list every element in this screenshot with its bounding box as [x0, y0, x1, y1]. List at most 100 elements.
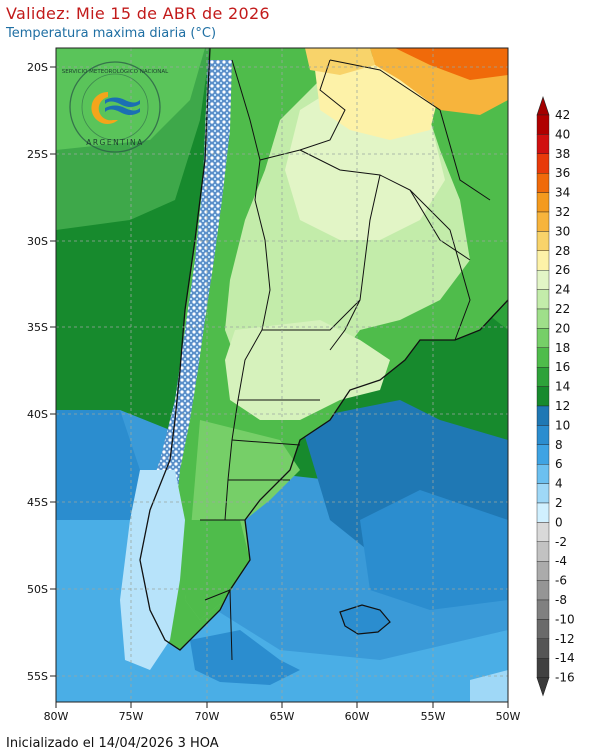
map-plot-area — [56, 48, 508, 702]
colorbar-label: 24 — [555, 283, 570, 297]
lon-label: 70W — [195, 710, 220, 723]
colorbar-swatch — [536, 192, 550, 213]
colorbar-label: 8 — [555, 438, 563, 452]
logo-country-text: ARGENTINA — [86, 138, 144, 147]
colorbar-swatch — [536, 483, 550, 504]
lon-label: 80W — [44, 710, 69, 723]
colorbar-swatch — [536, 425, 550, 445]
validity-title: Validez: Mie 15 de ABR de 2026 — [6, 4, 270, 23]
pacific-band-20 — [56, 48, 205, 150]
colorbar-label: 40 — [555, 127, 570, 141]
colorbar-label: 26 — [555, 263, 570, 277]
lon-label: 60W — [345, 710, 370, 723]
colorbar-swatch — [536, 134, 550, 154]
colorbar-swatch — [536, 153, 550, 174]
lat-label: 50S — [27, 583, 48, 596]
colorbar-label: 28 — [555, 244, 570, 258]
lat-label: 25S — [27, 148, 48, 161]
colorbar-swatch — [536, 270, 550, 290]
colorbar-swatch — [536, 172, 550, 193]
logo-sun-icon — [91, 91, 118, 124]
colorbar-label: -2 — [555, 535, 567, 549]
colorbar-top-arrow — [536, 96, 550, 116]
colorbar-swatch — [536, 464, 550, 484]
colorbar-swatch — [536, 502, 550, 523]
colorbar-swatch — [536, 347, 550, 368]
lat-label: 35S — [27, 321, 48, 334]
colorbar-swatch — [536, 619, 550, 640]
colorbar-swatch — [536, 289, 550, 310]
colorbar-swatch — [536, 386, 550, 407]
colorbar-swatch — [536, 444, 550, 465]
colorbar-swatch — [536, 541, 550, 562]
lat-label: 40S — [27, 408, 48, 421]
colorbar-legend: 424038363432302826242220181614121086420-… — [536, 96, 575, 697]
ocean-band-4 — [470, 670, 508, 702]
colorbar-swatch — [536, 580, 550, 601]
patagonia-band-18 — [185, 520, 250, 620]
colorbar-label: 36 — [555, 166, 570, 180]
colorbar-swatch — [536, 211, 550, 232]
colorbar-label: 20 — [555, 321, 570, 335]
colorbar-label: 18 — [555, 341, 570, 355]
colorbar-label: 32 — [555, 205, 570, 219]
logo-agency-text: SERVICIO METEOROLÓGICO NACIONAL — [62, 68, 169, 75]
colorbar-swatch — [536, 522, 550, 543]
graticule — [56, 48, 508, 702]
colorbar-label: -12 — [555, 632, 575, 646]
colorbar-label: 34 — [555, 186, 570, 200]
colorbar-swatch — [536, 231, 550, 251]
lat-label: 30S — [27, 235, 48, 248]
colorbar-label: 14 — [555, 380, 570, 394]
colorbar-swatch — [536, 308, 550, 329]
lon-label: 50W — [496, 710, 521, 723]
lon-label: 55W — [421, 710, 446, 723]
colorbar-bottom-arrow — [536, 677, 550, 697]
lon-label: 65W — [270, 710, 295, 723]
patagonian-icefield — [120, 470, 185, 670]
colorbar-label: 4 — [555, 477, 563, 491]
colorbar-label: -14 — [555, 651, 575, 665]
colorbar-swatch — [536, 405, 550, 426]
colorbar-label: -16 — [555, 671, 575, 685]
lat-labels: 20S 25S 30S 35S 40S 45S 50S 55S — [27, 61, 56, 683]
colorbar-swatch — [536, 658, 550, 678]
north-band-36 — [395, 48, 508, 80]
tierra-del-fuego — [190, 630, 300, 685]
colorbar-label: 22 — [555, 302, 570, 316]
colorbar-label: 42 — [555, 108, 570, 122]
colorbar-swatch — [536, 114, 550, 135]
colorbar-swatch — [536, 250, 550, 271]
colorbar-label: 0 — [555, 515, 563, 529]
atlantic-band-10 — [360, 490, 508, 610]
smn-logo: SERVICIO METEOROLÓGICO NACIONAL ARGENTIN… — [62, 61, 169, 153]
lat-label: 20S — [27, 61, 48, 74]
colorbar-label: -6 — [555, 574, 567, 588]
colorbar-label: 12 — [555, 399, 570, 413]
colorbar-label: 30 — [555, 224, 570, 238]
colorbar-label: 38 — [555, 147, 570, 161]
lat-label: 55S — [27, 670, 48, 683]
lat-label: 45S — [27, 496, 48, 509]
colorbar-label: -4 — [555, 554, 567, 568]
variable-subtitle: Temperatura maxima diaria (°C) — [6, 26, 217, 41]
coastline — [139, 48, 508, 651]
pampas-band-26 — [225, 320, 390, 420]
malvinas-islands — [339, 604, 391, 635]
colorbar-label: -8 — [555, 593, 567, 607]
colorbar-label: 10 — [555, 418, 570, 432]
lon-label: 75W — [119, 710, 144, 723]
init-time-footer: Inicializado el 14/04/2026 3 HOA — [6, 736, 219, 751]
colorbar-swatch — [536, 367, 550, 387]
lon-labels: 80W 75W 70W 65W 60W 55W 50W — [44, 702, 521, 723]
colorbar-label: 6 — [555, 457, 563, 471]
colorbar-swatch — [536, 599, 550, 620]
colorbar-swatch — [536, 638, 550, 659]
colorbar-label: -10 — [555, 612, 575, 626]
colorbar-swatch — [536, 328, 550, 348]
colorbar-swatch — [536, 561, 550, 581]
logo-wave-icon — [105, 97, 140, 107]
colorbar-label: 16 — [555, 360, 570, 374]
colorbar-label: 2 — [555, 496, 563, 510]
